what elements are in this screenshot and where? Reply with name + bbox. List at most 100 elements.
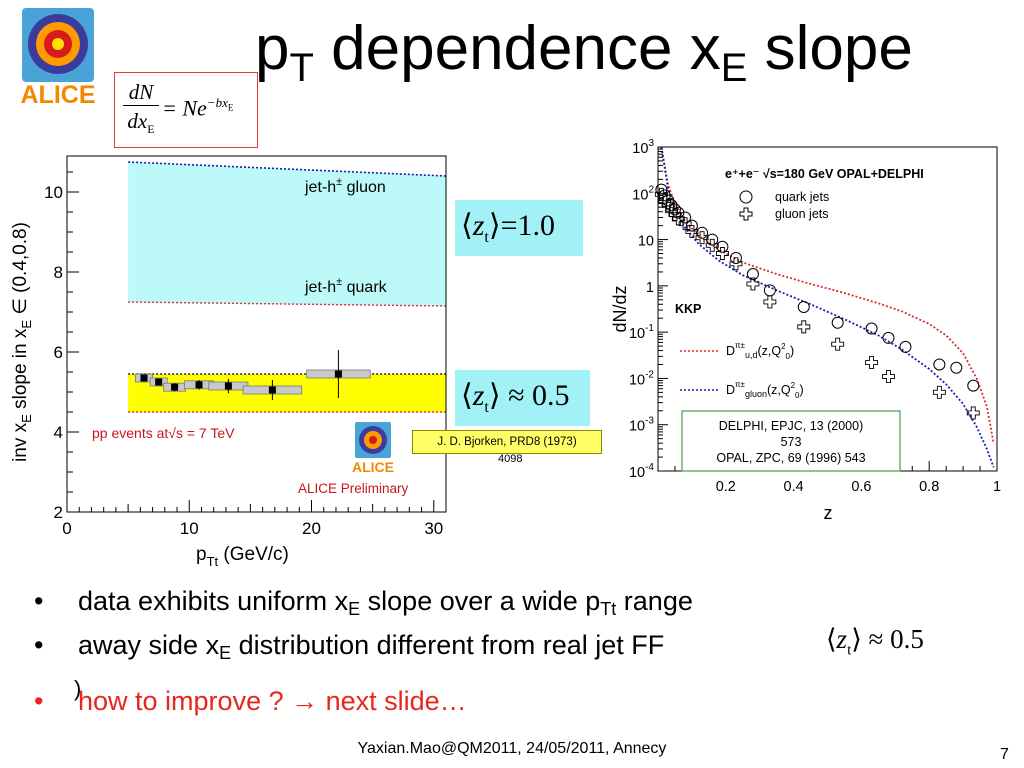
ff-curve-1 (660, 146, 995, 468)
bullet-2-tail: ) (74, 676, 82, 701)
alice-small-logo-text: ALICE (352, 459, 394, 475)
pp-events-label: pp events at√s = 7 TeV (92, 425, 235, 441)
y-tick-label: 4 (54, 423, 63, 442)
data-point (171, 383, 179, 391)
curve-name-sub: gluon (745, 389, 767, 399)
gluon-label-tail: gluon (342, 179, 386, 196)
right-chart: 0.2 0.4 0.6 0.8 110310210110-110-210-310-4zd… (610, 138, 1001, 523)
y-tick-label: 2 (54, 503, 63, 522)
legend-circle-marker (739, 190, 753, 204)
quark-label-main: jet-h (304, 279, 336, 296)
svg-text:ALICE: ALICE (21, 81, 96, 106)
quark-jet-point (831, 316, 844, 329)
gluon-jet-point (729, 257, 743, 271)
gluon-jet-point (746, 277, 760, 291)
gluon-jet-point (831, 337, 845, 351)
gluon-jet-point (966, 406, 980, 420)
curve-args-sub: 0 (795, 391, 800, 400)
curve-args-sup: 2 (791, 381, 796, 390)
citation-line: DELPHI, EPJC, 13 (2000) (719, 419, 864, 433)
gluon-jet-point (654, 187, 668, 201)
quark-label: jet-h± quark (304, 276, 388, 296)
curve-args-end: ) (790, 344, 794, 358)
footer-text: Yaxian.Mao@QM2011, 24/05/2011, Annecy (357, 740, 667, 757)
data-point (140, 374, 148, 382)
gluon-jet-point (705, 238, 719, 252)
gluon-jet-point (797, 320, 811, 334)
quark-jet-point (950, 361, 963, 374)
legend-curve-label-1: Dπ±gluon(z,Q20) (726, 380, 804, 400)
gluon-jet-point (715, 247, 729, 260)
gluon-jet-point (685, 224, 699, 238)
quark-jet-point (679, 211, 692, 224)
curve-args-end: ) (800, 383, 804, 397)
gluon-jet-point (882, 370, 895, 383)
x-tick-label: 1 (993, 479, 1001, 495)
kkp-label: KKP (675, 302, 701, 316)
gluon-label: jet-h± gluon (304, 176, 386, 196)
y-tick-label: 10-4 (629, 462, 654, 481)
y-tick-exp: -4 (645, 462, 654, 473)
formula-fraction: dN dxE (123, 79, 159, 144)
alice-small-logo-center (369, 436, 377, 444)
reference-continuation: 4098 (498, 453, 523, 465)
y-tick-label: 10 (638, 234, 654, 250)
quark-jet-point (882, 331, 895, 344)
quark-jet-point (685, 219, 698, 232)
page-number: 7 (1000, 746, 1009, 763)
data-point (155, 378, 163, 386)
ff-curve-0 (660, 146, 995, 444)
curve-name: D (726, 344, 735, 358)
quark-jet-point (665, 199, 678, 212)
y-tick-base: 10 (629, 465, 645, 481)
quark-jet-point (865, 322, 878, 335)
curve-args: (z,Q (757, 344, 781, 358)
x-tick-label: 0 (62, 519, 71, 538)
x-tick-label: 20 (302, 519, 321, 538)
ylabel-a: inv x (10, 422, 31, 462)
ylabel-c: ∈ (0.4,0.8) (10, 222, 31, 320)
y-tick-base: 10 (629, 326, 645, 342)
xlabel-a: p (196, 544, 207, 565)
ylabel-a-sub: E (19, 414, 34, 423)
data-point (195, 381, 203, 389)
pp-label-b: s = 7 TeV (176, 425, 235, 441)
left-plot-frame (66, 155, 447, 513)
quark-jet-point (716, 240, 729, 253)
formula-box: dN dxE = Ne−bxE (114, 72, 258, 148)
data-point (268, 386, 276, 394)
quark-jet-point (729, 251, 742, 264)
alice-logo: ALICE (8, 6, 108, 109)
gluon-band (128, 162, 446, 306)
gluon-jet-point (932, 385, 946, 399)
y-tick-base: 10 (629, 372, 645, 388)
xlabel-a-sub: Tt (207, 554, 219, 569)
y-tick-label: 6 (54, 343, 63, 362)
y-tick-exp: -3 (645, 416, 654, 427)
quark-jet-point (967, 379, 980, 392)
y-tick-exp: 3 (648, 138, 654, 149)
xlabel-b: (GeV/c) (218, 544, 289, 565)
curve-name: D (726, 383, 735, 397)
citation-line: 573 (781, 435, 802, 449)
formula-rhs: = Ne−bxE (162, 95, 234, 121)
quark-jet-point (797, 300, 810, 313)
ylabel-b: slope in x (10, 328, 31, 414)
x-tick-label: 10 (180, 519, 199, 538)
right-y-axis-label: dN/dz (610, 285, 630, 332)
y-tick-exp: -2 (645, 369, 654, 380)
y-tick-label: 103 (632, 138, 654, 157)
quark-jet-point (746, 268, 759, 281)
quark-jet-point (899, 340, 912, 353)
quark-jet-point (933, 358, 946, 371)
quark-jet-point (668, 203, 681, 216)
y-tick-base: 1 (646, 280, 654, 296)
right-x-axis-label: z (824, 503, 833, 523)
gluon-jet-point (695, 231, 709, 245)
data-point (224, 382, 232, 390)
curve-args-sub: 0 (786, 352, 791, 361)
citation-line: OPAL, ZPC, 69 (1996) 543 (716, 451, 865, 465)
gluon-jet-point (763, 295, 777, 309)
gluon-jet-point (658, 194, 672, 207)
quark-label-tail: quark (342, 279, 387, 296)
